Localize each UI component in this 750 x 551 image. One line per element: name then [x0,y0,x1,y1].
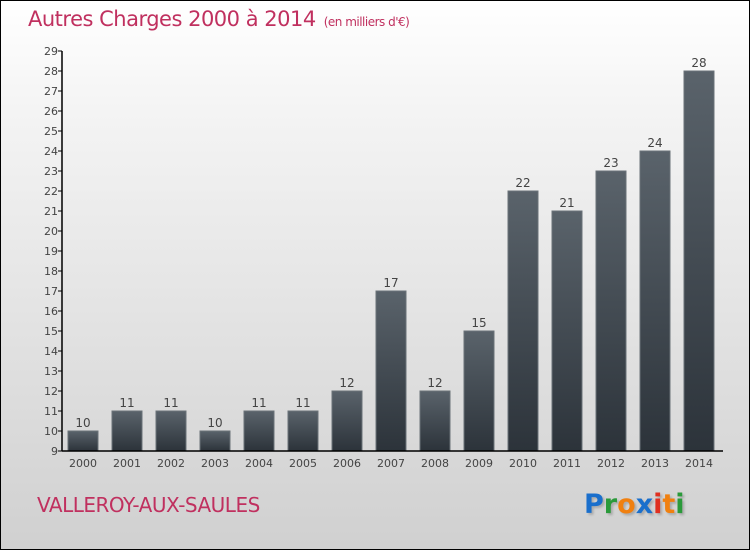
bar [683,70,715,452]
bar [155,410,187,452]
y-tick-label: 20 [44,225,58,238]
y-tick-label: 23 [44,165,58,178]
bar [463,330,495,452]
y-tick-label: 15 [44,325,58,338]
x-tick-label: 2003 [201,457,229,470]
unit-label: (en milliers d'€) [323,15,410,29]
y-tick-label: 24 [44,145,58,158]
y-tick-label: 9 [51,445,58,458]
y-tick-label: 26 [44,105,58,118]
logo-letter: i [653,489,663,520]
x-tick-label: 2001 [113,457,141,470]
bar [331,390,363,452]
data-label: 12 [339,376,354,390]
data-label: 21 [559,196,574,210]
data-label: 10 [75,416,90,430]
town-name: VALLEROY-AUX-SAULES [37,493,260,517]
y-tick-label: 22 [44,185,58,198]
x-tick-label: 2005 [289,457,317,470]
y-tick-label: 16 [44,305,58,318]
bar [639,150,671,452]
bar [243,410,275,452]
y-tick-label: 29 [44,45,58,58]
bar [199,430,231,452]
chart-title: Autres Charges 2000 à 2014 (en milliers d… [28,7,410,31]
x-tick-label: 2011 [553,457,581,470]
data-label: 10 [207,416,222,430]
y-tick-label: 18 [44,265,58,278]
y-tick-label: 28 [44,65,58,78]
bar [287,410,319,452]
data-label: 11 [119,396,134,410]
y-tick-label: 14 [44,345,58,358]
y-tick-label: 25 [44,125,58,138]
x-tick-label: 2008 [421,457,449,470]
logo-letter: t [662,489,676,520]
y-tick-label: 10 [44,425,58,438]
y-tick-label: 21 [44,205,58,218]
x-tick-label: 2010 [509,457,537,470]
data-label: 11 [251,396,266,410]
bar [507,190,539,452]
y-tick-label: 12 [44,385,58,398]
x-tick-label: 2007 [377,457,405,470]
bar [375,290,407,452]
logo-letter: o [617,489,636,520]
logo-letter: x [635,489,654,520]
proxiti-logo: Proxiti [584,489,685,520]
bar [551,210,583,452]
bar [111,410,143,452]
data-label: 15 [471,316,486,330]
y-tick-label: 11 [44,405,58,418]
data-label: 28 [691,56,706,70]
data-label: 24 [647,136,662,150]
data-label: 17 [383,276,398,290]
logo-letter: r [603,489,618,520]
y-tick-label: 19 [44,245,58,258]
bar [419,390,451,452]
data-label: 11 [163,396,178,410]
x-tick-label: 2009 [465,457,493,470]
data-label: 22 [515,176,530,190]
logo-letter: i [675,489,685,520]
x-tick-label: 2012 [597,457,625,470]
data-label: 11 [295,396,310,410]
data-label: 23 [603,156,618,170]
x-tick-label: 2014 [685,457,713,470]
y-tick-label: 17 [44,285,58,298]
y-tick-label: 13 [44,365,58,378]
data-label: 12 [427,376,442,390]
bar [67,430,99,452]
title-text: Autres Charges 2000 à 2014 [28,7,316,31]
y-tick-label: 27 [44,85,58,98]
x-tick-label: 2013 [641,457,669,470]
x-tick-label: 2002 [157,457,185,470]
x-tick-label: 2004 [245,457,273,470]
bar [595,170,627,452]
x-tick-label: 2006 [333,457,361,470]
x-tick-label: 2000 [69,457,97,470]
logo-letter: P [584,489,604,520]
